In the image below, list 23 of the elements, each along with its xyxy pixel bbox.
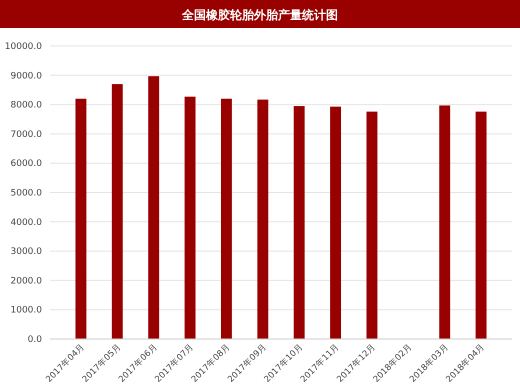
y-tick-label: 7000.0 [10,130,42,140]
y-tick-label: 1000.0 [10,306,42,316]
bar [476,112,487,339]
y-tick-label: 5000.0 [10,188,42,198]
bar [366,112,378,339]
bar [220,98,232,339]
bar [184,96,196,339]
bar [148,76,160,339]
bar [439,105,450,339]
bar [75,98,86,339]
chart-title: 全国橡胶轮胎外胎产量统计图 [181,8,338,22]
bar [294,106,305,339]
y-tick-label: 4000.0 [10,218,42,228]
y-tick-label: 2000.0 [10,276,42,286]
y-tick-label: 8000.0 [10,100,42,111]
y-tick-label: 3000.0 [10,247,42,258]
bar [112,84,123,339]
bar [330,106,342,339]
y-tick-label: 9000.0 [10,71,42,82]
y-tick-label: 6000.0 [10,159,42,170]
bar [257,100,268,339]
y-tick-label: 10000.0 [4,42,42,52]
y-tick-label: 0.0 [28,335,42,345]
